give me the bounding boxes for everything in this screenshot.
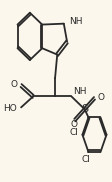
Text: NH: NH (73, 87, 87, 96)
Text: Cl: Cl (69, 128, 78, 137)
Text: S: S (81, 104, 88, 114)
Text: HO: HO (3, 104, 17, 113)
Text: O: O (70, 120, 77, 129)
Text: O: O (97, 93, 104, 102)
Text: O: O (10, 80, 17, 89)
Text: Cl: Cl (82, 155, 91, 164)
Text: NH: NH (69, 17, 83, 26)
